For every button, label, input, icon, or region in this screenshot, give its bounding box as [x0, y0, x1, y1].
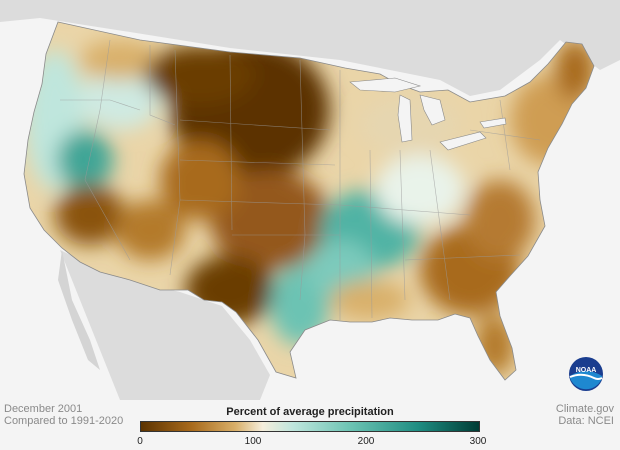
region-central-plains — [210, 170, 330, 270]
noaa-logo-text: NOAA — [576, 367, 597, 374]
us-outline — [23, 21, 595, 381]
precipitation-map — [0, 0, 620, 400]
region-ohio-valley — [375, 155, 465, 225]
mexico-land — [60, 250, 270, 400]
date-label: December 2001 — [4, 403, 83, 415]
great-lakes-water — [349, 77, 507, 151]
region-southwest — [55, 185, 125, 245]
legend-tick-300: 300 — [469, 436, 487, 447]
legend-title: Percent of average precipitation — [226, 406, 394, 418]
legend-color-bar — [140, 421, 480, 432]
baja-land — [58, 250, 100, 370]
legend-tick-200: 200 — [357, 436, 375, 447]
canada-land — [0, 0, 620, 96]
noaa-logo: NOAA — [569, 357, 603, 391]
comparison-label: Compared to 1991-2020 — [4, 415, 124, 427]
credit-label: Climate.gov — [555, 403, 614, 415]
legend-tick-100: 100 — [244, 436, 262, 447]
region-nevada — [57, 130, 113, 190]
data-source-label: Data: NCEI — [558, 415, 614, 427]
legend-tick-0: 0 — [137, 436, 143, 447]
